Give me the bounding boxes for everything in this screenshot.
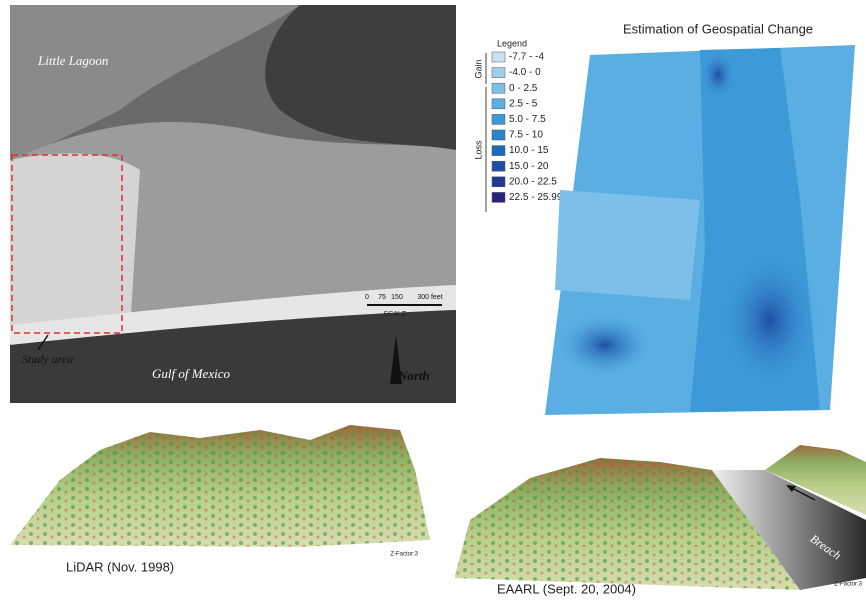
legend-label: 10.0 - 15 — [509, 145, 549, 156]
map-zone — [555, 190, 700, 300]
label: North — [397, 368, 430, 383]
group-label: Loss — [473, 140, 483, 160]
scale-label: SCALE — [384, 311, 407, 318]
change-map: Estimation of Geospatial Change — [545, 21, 855, 415]
legend-label: 2.5 - 5 — [509, 98, 538, 109]
label: Study area — [22, 352, 73, 366]
map-zone — [560, 315, 650, 375]
z-factor: Z-Factor:3 — [834, 582, 862, 588]
map-zone — [720, 250, 820, 390]
scale-tick-label: 300 feet — [417, 294, 442, 301]
legend-swatch — [492, 83, 505, 93]
legend-swatch — [492, 177, 505, 187]
map-title: Estimation of Geospatial Change — [623, 21, 813, 36]
label: Little Lagoon — [37, 53, 108, 68]
scale-tick-label: 75 — [378, 294, 386, 301]
legend: Legend Gain Loss -7.7 - -4 -4.0 - 0 0 - 2.… — [473, 38, 562, 212]
legend-swatch — [492, 161, 505, 171]
dunes — [10, 153, 140, 340]
aerial-photo: Little Lagoon Study area Gulf of Mexico … — [10, 5, 456, 403]
legend-swatch — [492, 114, 505, 124]
lidar-terrain: LiDAR (Nov. 1998) Z-Factor:3 — [10, 425, 430, 574]
map-zone — [700, 50, 736, 100]
label: Gulf of Mexico — [152, 366, 230, 381]
terrain-texture — [10, 425, 430, 547]
legend-label: 5.0 - 7.5 — [509, 114, 546, 125]
legend-label: 7.5 - 10 — [509, 130, 543, 141]
legend-label: 15.0 - 20 — [509, 161, 549, 172]
legend-swatch — [492, 52, 505, 62]
caption: EAARL (Sept. 20, 2004) — [497, 581, 636, 596]
scale-tick-label: 0 — [365, 294, 369, 301]
caption: LiDAR (Nov. 1998) — [66, 559, 174, 574]
legend-label: -4.0 - 0 — [509, 67, 541, 78]
legend-swatch — [492, 192, 505, 202]
legend-swatch — [492, 99, 505, 109]
legend-label: -7.7 - -4 — [509, 52, 544, 63]
legend-label: 20.0 - 22.5 — [509, 176, 557, 187]
legend-label: 22.5 - 25.99 — [509, 192, 563, 203]
eaarl-terrain: Breach EAARL (Sept. 20, 2004) Z-Factor:3 — [455, 445, 866, 596]
figure: Little Lagoon Study area Gulf of Mexico … — [0, 0, 866, 602]
group-label: Gain — [473, 59, 483, 78]
legend-title: Legend — [497, 38, 527, 48]
scale-tick-label: 150 — [391, 294, 403, 301]
legend-swatch — [492, 130, 505, 140]
legend-swatch — [492, 146, 505, 156]
legend-swatch — [492, 68, 505, 78]
legend-label: 0 - 2.5 — [509, 83, 538, 94]
z-factor: Z-Factor:3 — [390, 552, 418, 558]
